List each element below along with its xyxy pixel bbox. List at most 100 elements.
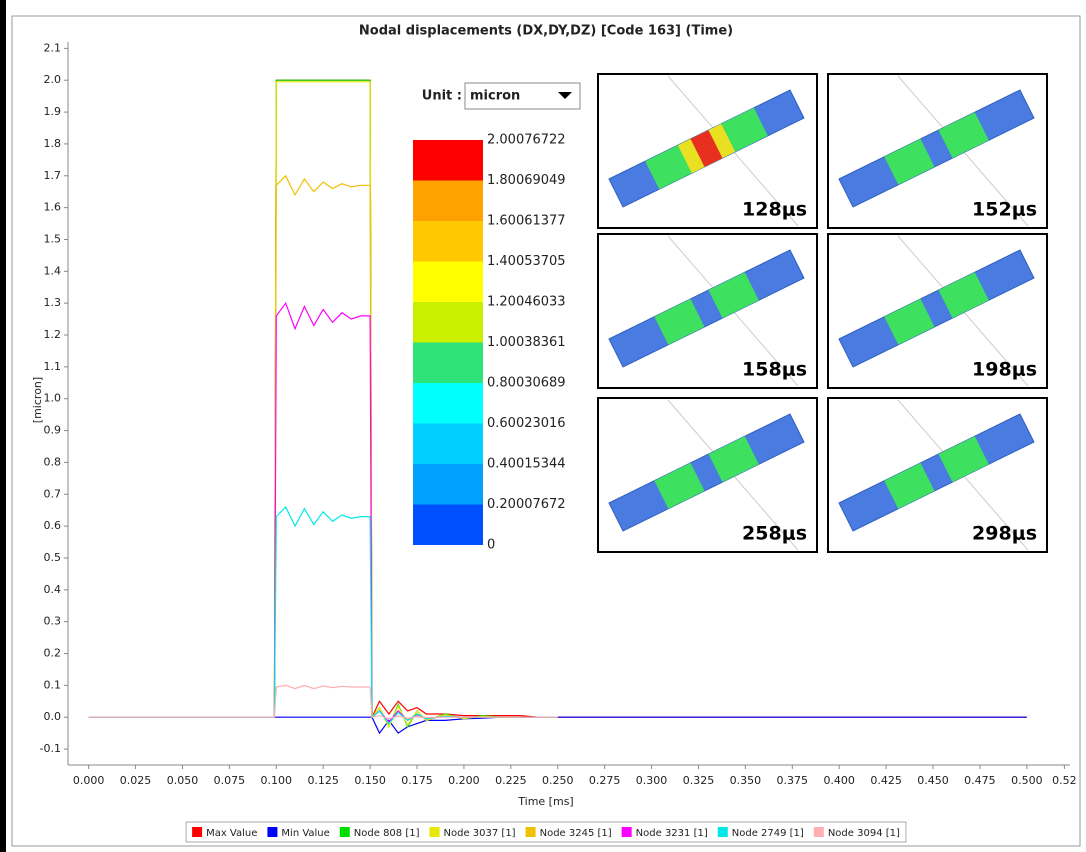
- colorbar-band: [413, 464, 483, 505]
- x-tick-label: 0.300: [636, 774, 668, 787]
- legend-swatch: [526, 827, 536, 837]
- legend-swatch: [622, 827, 632, 837]
- y-axis-label: [micron]: [31, 377, 44, 423]
- y-tick-label: 0.8: [44, 455, 62, 468]
- x-tick-label: 0.450: [917, 774, 949, 787]
- inset-label: 198μs: [972, 359, 1037, 381]
- x-tick-label: 0.100: [261, 774, 293, 787]
- inset-label: 128μs: [742, 199, 807, 221]
- dropdown-value[interactable]: micron: [470, 89, 520, 104]
- y-tick-label: -0.1: [40, 742, 61, 755]
- legend-label: Node 3245 [1]: [540, 828, 612, 839]
- inset-label: 258μs: [742, 523, 807, 545]
- y-tick-label: 0.6: [44, 519, 62, 532]
- x-tick-label: 0.350: [730, 774, 762, 787]
- x-tick-label: 0.150: [354, 774, 386, 787]
- colorbar-label: 0.20007672: [487, 497, 566, 512]
- colorbar-band: [413, 221, 483, 262]
- inset-label: 158μs: [742, 359, 807, 381]
- colorbar-band: [413, 262, 483, 303]
- unit-dropdown[interactable]: micron: [465, 83, 580, 109]
- x-tick-label: 0.025: [120, 774, 152, 787]
- y-tick-label: 1.1: [44, 360, 62, 373]
- y-tick-label: 0.2: [44, 647, 62, 660]
- x-tick-label: 0.175: [401, 774, 433, 787]
- window-edge: [0, 0, 6, 852]
- colorbar-label: 1.00038361: [487, 335, 566, 350]
- colorbar-label: 0.40015344: [487, 457, 566, 472]
- y-tick-label: 1.9: [44, 105, 62, 118]
- y-tick-label: 0.4: [44, 583, 62, 596]
- x-tick-label: 0.400: [823, 774, 855, 787]
- x-tick-label: 0.425: [870, 774, 902, 787]
- legend-label: Max Value: [206, 828, 257, 839]
- y-tick-label: 0.5: [44, 551, 62, 564]
- colorbar-label: 2.00076722: [487, 133, 566, 148]
- x-tick-label: 0.075: [214, 774, 246, 787]
- y-tick-label: 1.8: [44, 137, 62, 150]
- x-tick-label: 0.500: [1011, 774, 1043, 787]
- x-tick-label: 0.225: [495, 774, 527, 787]
- inset: 128μs: [598, 74, 817, 228]
- colorbar-band: [413, 424, 483, 465]
- x-axis-label: Time [ms]: [517, 795, 573, 808]
- y-tick-label: 1.3: [44, 296, 62, 309]
- y-tick-label: 0.0: [44, 710, 62, 723]
- y-tick-label: 0.3: [44, 615, 62, 628]
- x-tick-label: 0.325: [683, 774, 715, 787]
- x-tick-label: 0.000: [73, 774, 105, 787]
- y-tick-label: 0.7: [44, 487, 62, 500]
- colorbar-label: 0.80030689: [487, 376, 566, 391]
- inset: 298μs: [828, 398, 1047, 552]
- x-tick-label: 0.250: [542, 774, 574, 787]
- y-tick-label: 1.5: [44, 232, 62, 245]
- legend-label: Node 3231 [1]: [636, 828, 708, 839]
- legend-swatch: [192, 827, 202, 837]
- app-window: Nodal displacements (DX,DY,DZ) [Code 163…: [0, 0, 1086, 852]
- colorbar-band: [413, 383, 483, 424]
- inset: 152μs: [828, 74, 1047, 228]
- legend-label: Node 3037 [1]: [444, 828, 516, 839]
- legend-swatch: [814, 827, 824, 837]
- legend: Max Value Min Value Node 808 [1] Node 3037 …: [186, 822, 906, 842]
- y-tick-label: 0.9: [44, 424, 62, 437]
- y-tick-label: 1.0: [44, 392, 62, 405]
- legend-label: Node 2749 [1]: [732, 828, 804, 839]
- colorbar-band: [413, 140, 483, 181]
- colorbar-label: 1.20046033: [487, 295, 566, 310]
- legend-swatch: [430, 827, 440, 837]
- x-tick-label: 0.375: [777, 774, 809, 787]
- y-tick-label: 1.7: [44, 169, 62, 182]
- legend-label: Min Value: [281, 828, 329, 839]
- colorbar-label: 1.40053705: [487, 254, 566, 269]
- chart-title: Nodal displacements (DX,DY,DZ) [Code 163…: [359, 24, 733, 39]
- colorbar-band: [413, 181, 483, 222]
- colorbar-band: [413, 302, 483, 343]
- y-tick-label: 1.4: [44, 264, 62, 277]
- y-tick-label: 0.1: [44, 678, 62, 691]
- y-tick-label: 2.0: [44, 73, 62, 86]
- y-tick-label: 1.2: [44, 328, 62, 341]
- legend-label: Node 808 [1]: [354, 828, 420, 839]
- y-tick-label: 2.1: [44, 41, 62, 54]
- legend-swatch: [340, 827, 350, 837]
- colorbar-label: 0: [487, 538, 495, 553]
- x-tick-label: 0.125: [307, 774, 339, 787]
- unit-label: Unit :: [422, 89, 462, 104]
- inset-label: 298μs: [972, 523, 1037, 545]
- legend-swatch: [267, 827, 277, 837]
- x-tick-label: 0.475: [964, 774, 996, 787]
- x-tick-label: 0.050: [167, 774, 199, 787]
- inset: 158μs: [598, 234, 817, 388]
- inset-label: 152μs: [972, 199, 1037, 221]
- legend-label: Node 3094 [1]: [828, 828, 900, 839]
- colorbar-band: [413, 505, 483, 546]
- x-tick-label: 0.200: [448, 774, 480, 787]
- inset: 198μs: [828, 234, 1047, 388]
- x-tick-label: 0.52: [1052, 774, 1077, 787]
- y-tick-label: 1.6: [44, 201, 62, 214]
- x-tick-label: 0.275: [589, 774, 621, 787]
- legend-swatch: [718, 827, 728, 837]
- colorbar-label: 0.60023016: [487, 416, 566, 431]
- colorbar-label: 1.80069049: [487, 173, 566, 188]
